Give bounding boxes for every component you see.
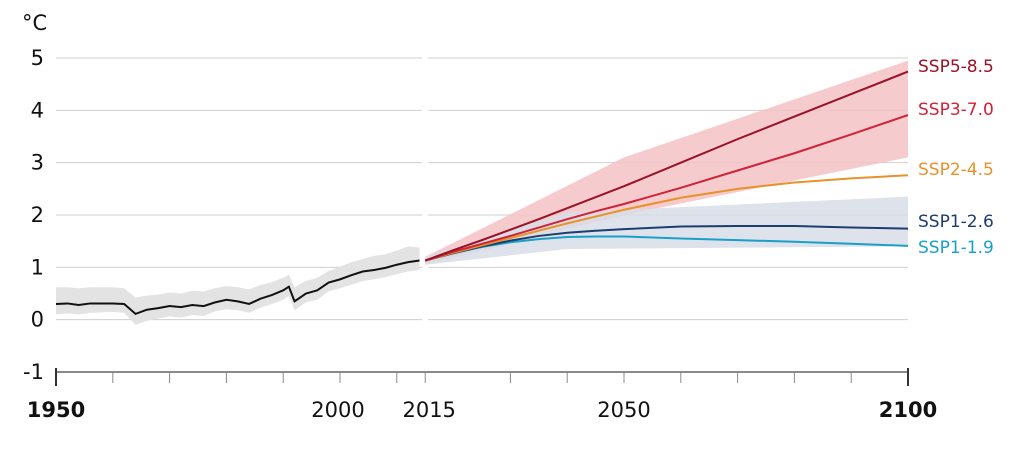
x-axis (55, 368, 909, 386)
x-tick-label-1950: 1950 (27, 398, 85, 422)
y-axis-unit-label: °C (22, 11, 47, 35)
band-ssp1-2-6 (425, 196, 908, 265)
x-tick-label-2015: 2015 (402, 398, 455, 422)
historical-uncertainty-band (56, 246, 420, 325)
x-tick-label-2050: 2050 (597, 398, 650, 422)
y-tick-label-2: 2 (31, 203, 44, 227)
y-tick-label-1: 1 (31, 255, 44, 279)
y-tick-label-4: 4 (31, 98, 44, 122)
line-ssp5-8-5 (424, 70, 909, 262)
series-label-ssp5-8-5: SSP5-8.5 (918, 57, 994, 77)
y-tick-label-0: 0 (31, 308, 44, 332)
y-tick-label-3: 3 (31, 151, 44, 175)
band-ssp5-8-5 (425, 60, 908, 265)
line-ssp2-4-5 (424, 174, 909, 262)
line-ssp3-7-0 (424, 114, 909, 262)
historical-line (55, 259, 420, 316)
x-tick-label-2100: 2100 (879, 398, 937, 422)
series-label-ssp1-1-9: SSP1-1.9 (918, 238, 994, 258)
x-tick-label-2000: 2000 (311, 398, 364, 422)
uncertainty-bands (56, 60, 908, 325)
y-tick-label-5: 5 (31, 46, 44, 70)
y-tick-label--1: -1 (23, 360, 44, 384)
line-ssp1-2-6 (424, 224, 909, 262)
series-label-ssp1-2-6: SSP1-2.6 (918, 212, 994, 232)
series-label-ssp3-7-0: SSP3-7.0 (918, 100, 994, 120)
labels: 5 4 3 2 1 0 -1 1950 2000 2015 2050 2100 SSP1-1.9 SSP1… (23, 46, 994, 422)
series-label-ssp2-4-5: SSP2-4.5 (918, 160, 994, 180)
series-lines (55, 70, 909, 316)
